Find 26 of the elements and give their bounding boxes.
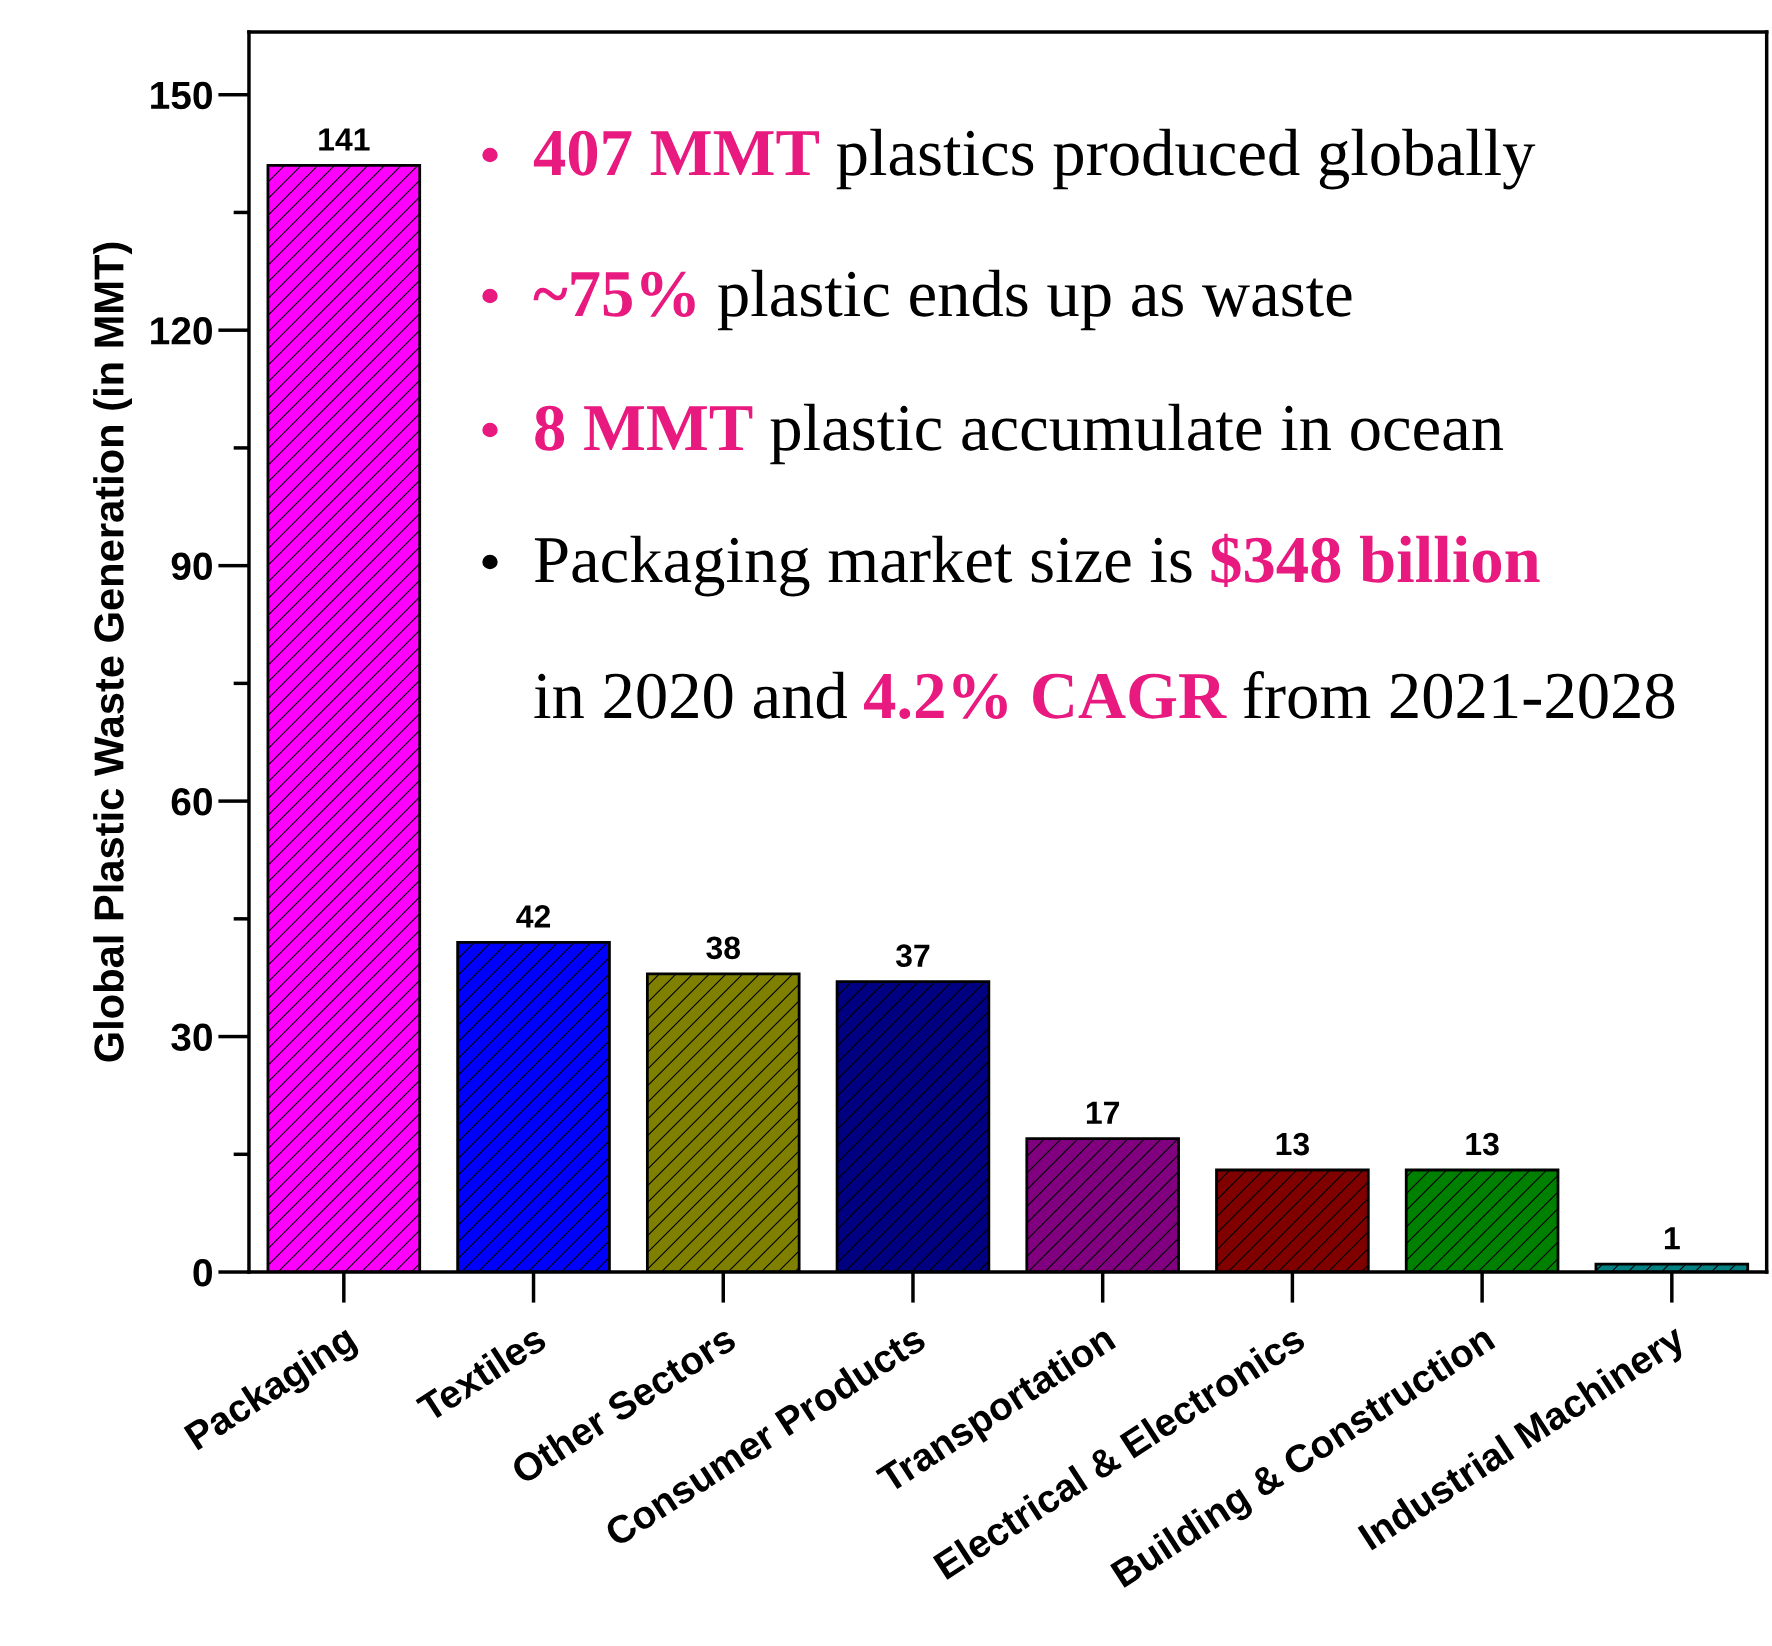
annotation: plastic ends up as waste: [717, 269, 1352, 331]
annotation: ~75%: [533, 271, 695, 317]
data-label: 42: [516, 905, 551, 928]
y-tick-label: 60: [171, 788, 212, 816]
annotation: 4.2% CAGR: [864, 673, 1227, 719]
annotation: plastic accumulate in ocean: [770, 403, 1504, 465]
annotation: in 2020 and: [534, 671, 847, 719]
data-label: 13: [1276, 1132, 1310, 1156]
y-tick-label: 120: [151, 317, 212, 345]
annotation: $348 billion: [1211, 533, 1540, 588]
data-label: 37: [895, 944, 930, 968]
annotation: Packaging market size is: [534, 535, 1192, 597]
y-tick-label: 0: [193, 1258, 212, 1287]
data-label: 141: [319, 128, 370, 151]
annotation: plastics produced globally: [836, 128, 1536, 190]
annotation: from 2021-2028: [1243, 671, 1675, 719]
data-label: 13: [1466, 1132, 1499, 1156]
y-tick-label: 150: [151, 81, 212, 110]
annotation: 407 MMT: [533, 130, 819, 176]
y-tick-label: 30: [171, 1023, 212, 1052]
y-axis-title: Global Plastic Waste Generation (in MMT): [93, 242, 133, 1062]
data-label: 1: [1664, 1227, 1680, 1250]
data-label: 17: [1086, 1101, 1120, 1124]
annotation: 8 MMT: [535, 405, 753, 451]
data-label: 38: [706, 936, 741, 960]
y-tick-label: 90: [171, 552, 212, 581]
